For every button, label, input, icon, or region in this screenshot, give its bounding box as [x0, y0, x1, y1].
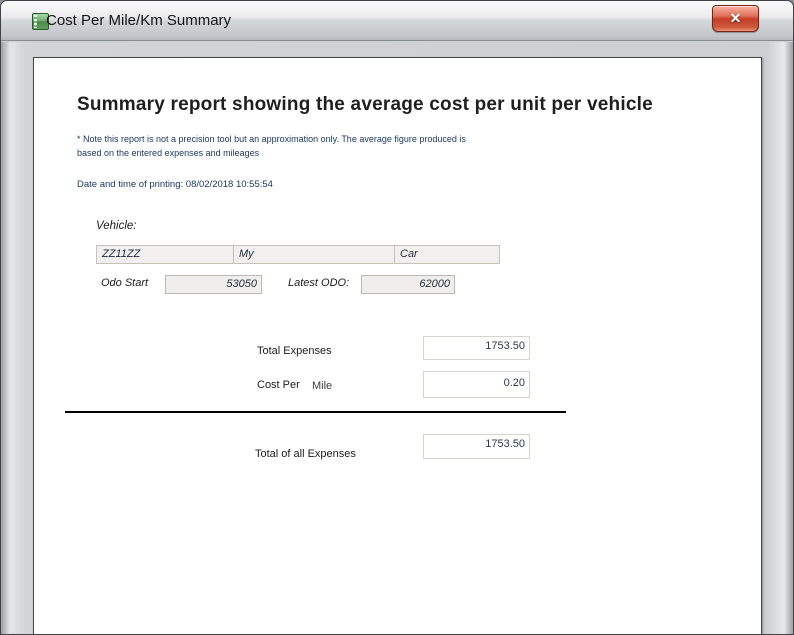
vehicle-model-field: Car: [400, 248, 418, 260]
report-page: Summary report showing the average cost …: [33, 57, 762, 634]
vehicle-box: ZZ11ZZ My Car: [96, 245, 500, 264]
note-line-1: * Note this report is not a precision to…: [77, 134, 466, 144]
odo-start-label: Odo Start: [101, 277, 149, 289]
grand-total-field: 1753.50: [423, 434, 530, 459]
cost-per-field: 0.20: [423, 371, 530, 398]
grand-total-label: Total of all Expenses: [255, 448, 356, 460]
window-body: Summary report showing the average cost …: [1, 42, 793, 634]
total-expenses-field: 1753.50: [423, 336, 530, 360]
totals-divider-line: [65, 411, 566, 413]
note-line-2: based on the entered expenses and mileag…: [77, 148, 260, 158]
cost-per-unit-label: Mile: [312, 380, 333, 392]
report-icon: [32, 13, 49, 30]
report-heading: Summary report showing the average cost …: [77, 94, 653, 115]
print-date: Date and time of printing: 08/02/2018 10…: [77, 179, 273, 190]
close-button[interactable]: ✕: [712, 5, 759, 32]
vehicle-make-field: My: [234, 246, 395, 263]
title-bar: Cost Per Mile/Km Summary ✕: [1, 1, 793, 41]
total-expenses-label: Total Expenses: [257, 345, 332, 357]
latest-odo-label: Latest ODO:: [288, 277, 350, 289]
cost-per-label: Cost Per: [257, 379, 300, 391]
report-note: * Note this report is not a precision to…: [77, 132, 547, 160]
window-title: Cost Per Mile/Km Summary: [46, 12, 232, 29]
vehicle-reg-field: ZZ11ZZ: [97, 246, 234, 263]
latest-odo-field: 62000: [361, 275, 455, 294]
vehicle-label: Vehicle:: [96, 220, 137, 232]
odo-start-field: 53050: [165, 275, 262, 294]
